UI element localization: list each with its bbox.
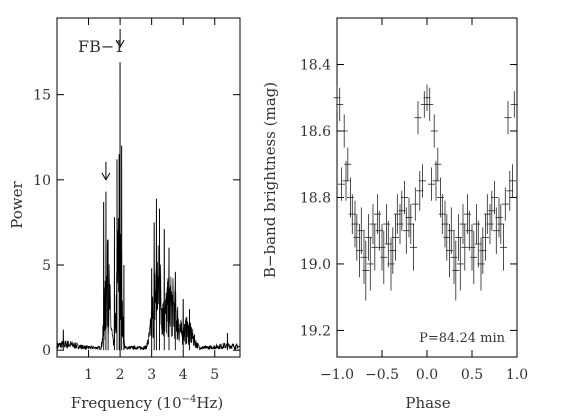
left-y-axis-label: Power (8, 180, 26, 228)
left-x-axis-label-exponent: −4 (182, 394, 197, 405)
right-plot-frame (336, 17, 518, 358)
right-x-tick-label: 1.0 (506, 367, 528, 383)
right-x-tick-label: 0.0 (416, 367, 438, 383)
peak-arrow-head-icon (115, 39, 125, 48)
left-panel-annotation: FB−1 (78, 37, 124, 56)
right-y-tick-label: 18.6 (300, 124, 331, 140)
right-y-tick-label: 18.4 (300, 58, 331, 74)
left-x-axis-label: Frequency (10−4Hz) (71, 394, 223, 412)
left-x-tick-label: 2 (116, 367, 125, 383)
left-y-tick-label: 5 (42, 258, 51, 274)
right-panel-annotation: P=84.24 min (419, 331, 505, 346)
right-y-tick-label: 19.2 (300, 323, 331, 339)
right-x-tick-label: −1.0 (320, 367, 354, 383)
power-spectrum-panel: 1 2 3 4 5 0 5 10 15 (33, 17, 241, 383)
left-y-tick-label: 10 (33, 173, 51, 189)
power-spectrum-peak (62, 62, 228, 351)
left-y-tick-label: 15 (33, 88, 51, 104)
left-x-axis-label-main: Frequency (10 (71, 394, 182, 412)
right-y-tick-label: 18.8 (300, 190, 331, 206)
left-x-tick-label: 1 (84, 367, 93, 383)
left-y-tick-label: 0 (42, 343, 51, 359)
power-spectrum-line (57, 62, 240, 351)
left-plot-frame (56, 17, 241, 358)
left-x-axis-label-unit: Hz) (196, 394, 223, 412)
right-y-tick-label: 19.0 (300, 257, 331, 273)
light-curve-panel: −1.0 −0.5 0.0 0.5 1.0 18.4 18.6 18.8 19.0 19.2 (300, 17, 528, 383)
right-x-axis-label: Phase (405, 394, 450, 412)
peak-arrow-head-icon (101, 172, 111, 181)
left-x-tick-label: 3 (147, 367, 156, 383)
right-x-tick-label: 0.5 (461, 367, 483, 383)
right-y-axis-label: B−band brightness (mag) (261, 82, 279, 278)
left-x-tick-label: 5 (210, 367, 219, 383)
left-x-tick-label: 4 (179, 367, 188, 383)
right-x-tick-label: −0.5 (365, 367, 399, 383)
